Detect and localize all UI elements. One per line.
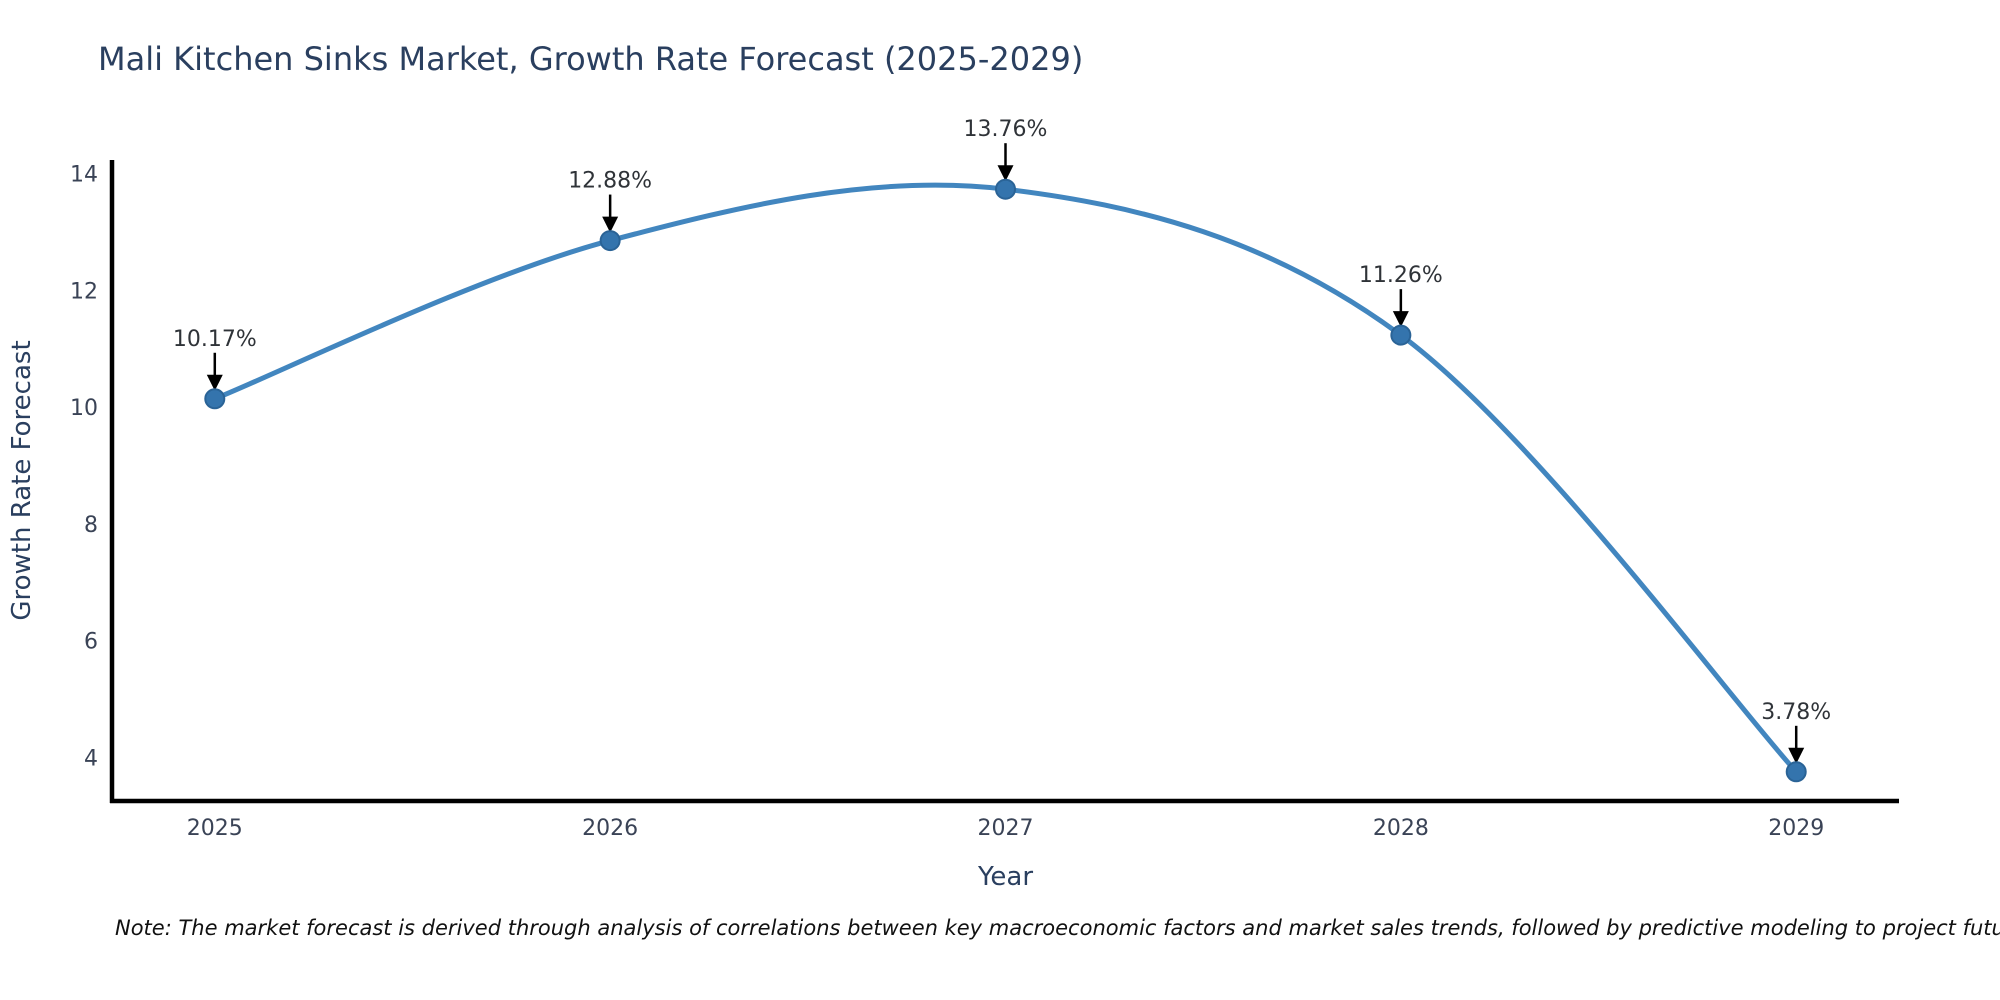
data-point-marker [1390,324,1412,346]
chart-title: Mali Kitchen Sinks Market, Growth Rate F… [98,40,1084,78]
y-tick-label: 6 [84,630,98,655]
annotation-arrow-head [602,216,619,233]
annotation-arrow-head [997,165,1014,182]
y-tick-label: 4 [84,746,98,771]
data-point-marker [204,388,226,410]
y-tick-label: 10 [70,396,98,421]
x-tick-label: 2027 [978,816,1034,841]
point-annotation-label: 11.26% [1359,263,1443,288]
y-tick-label: 8 [84,513,98,538]
annotation-arrow-head [206,374,223,391]
trend-line [212,182,1799,775]
point-annotation-label: 10.17% [173,327,257,352]
x-axis-title: Year [977,862,1033,892]
point-annotation-label: 12.88% [568,169,652,194]
annotation-arrow-head [1392,311,1409,328]
x-tick-label: 2029 [1768,816,1824,841]
y-tick-label: 12 [70,279,98,304]
y-axis-title: Growth Rate Forecast [7,340,37,620]
y-tick-label: 14 [70,163,98,188]
data-point-marker [1785,761,1807,783]
data-point-marker [599,230,621,252]
point-annotation-label: 13.76% [964,117,1048,142]
footnote: Note: The market forecast is derived thr… [115,916,2000,940]
x-tick-label: 2028 [1373,816,1429,841]
point-annotation-label: 3.78% [1761,700,1831,725]
x-tick-label: 2026 [582,816,638,841]
annotation-arrow-head [1788,747,1805,764]
x-tick-label: 2025 [187,816,243,841]
data-point-marker [995,178,1016,200]
